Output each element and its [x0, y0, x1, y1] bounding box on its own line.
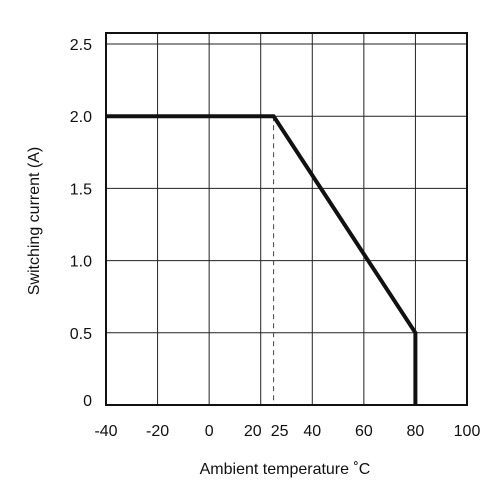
y-tick-labels: 0 0.5 1.0 1.5 2.0 2.5: [70, 37, 92, 410]
x-axis-label: Ambient temperature ˚C: [200, 461, 371, 478]
y-tick-label: 2.5: [70, 37, 92, 54]
x-tick-labels: -40 -20 0 20 25 40 60 80 100: [94, 423, 480, 440]
y-tick-label: 1.5: [70, 181, 92, 198]
x-tick-label: 0: [205, 423, 214, 440]
x-tick-label: 40: [303, 423, 321, 440]
x-tick-label: 25: [271, 423, 289, 440]
grid-lines: [106, 33, 467, 405]
plot-frame: [105, 32, 468, 406]
y-tick-label: 0.5: [70, 326, 92, 343]
x-tick-label: 80: [407, 423, 425, 440]
x-tick-label: 60: [355, 423, 373, 440]
x-tick-label: -40: [94, 423, 117, 440]
series-line: [106, 114, 418, 405]
y-tick-label: 1.0: [70, 254, 92, 271]
x-tick-label: 20: [244, 423, 262, 440]
y-tick-label: 0: [83, 393, 92, 410]
y-axis-label: Switching current (A): [26, 147, 43, 296]
x-tick-label: -20: [146, 423, 169, 440]
x-tick-label: 100: [454, 423, 481, 440]
series-group: [106, 114, 418, 405]
y-tick-label: 2.0: [70, 109, 92, 126]
